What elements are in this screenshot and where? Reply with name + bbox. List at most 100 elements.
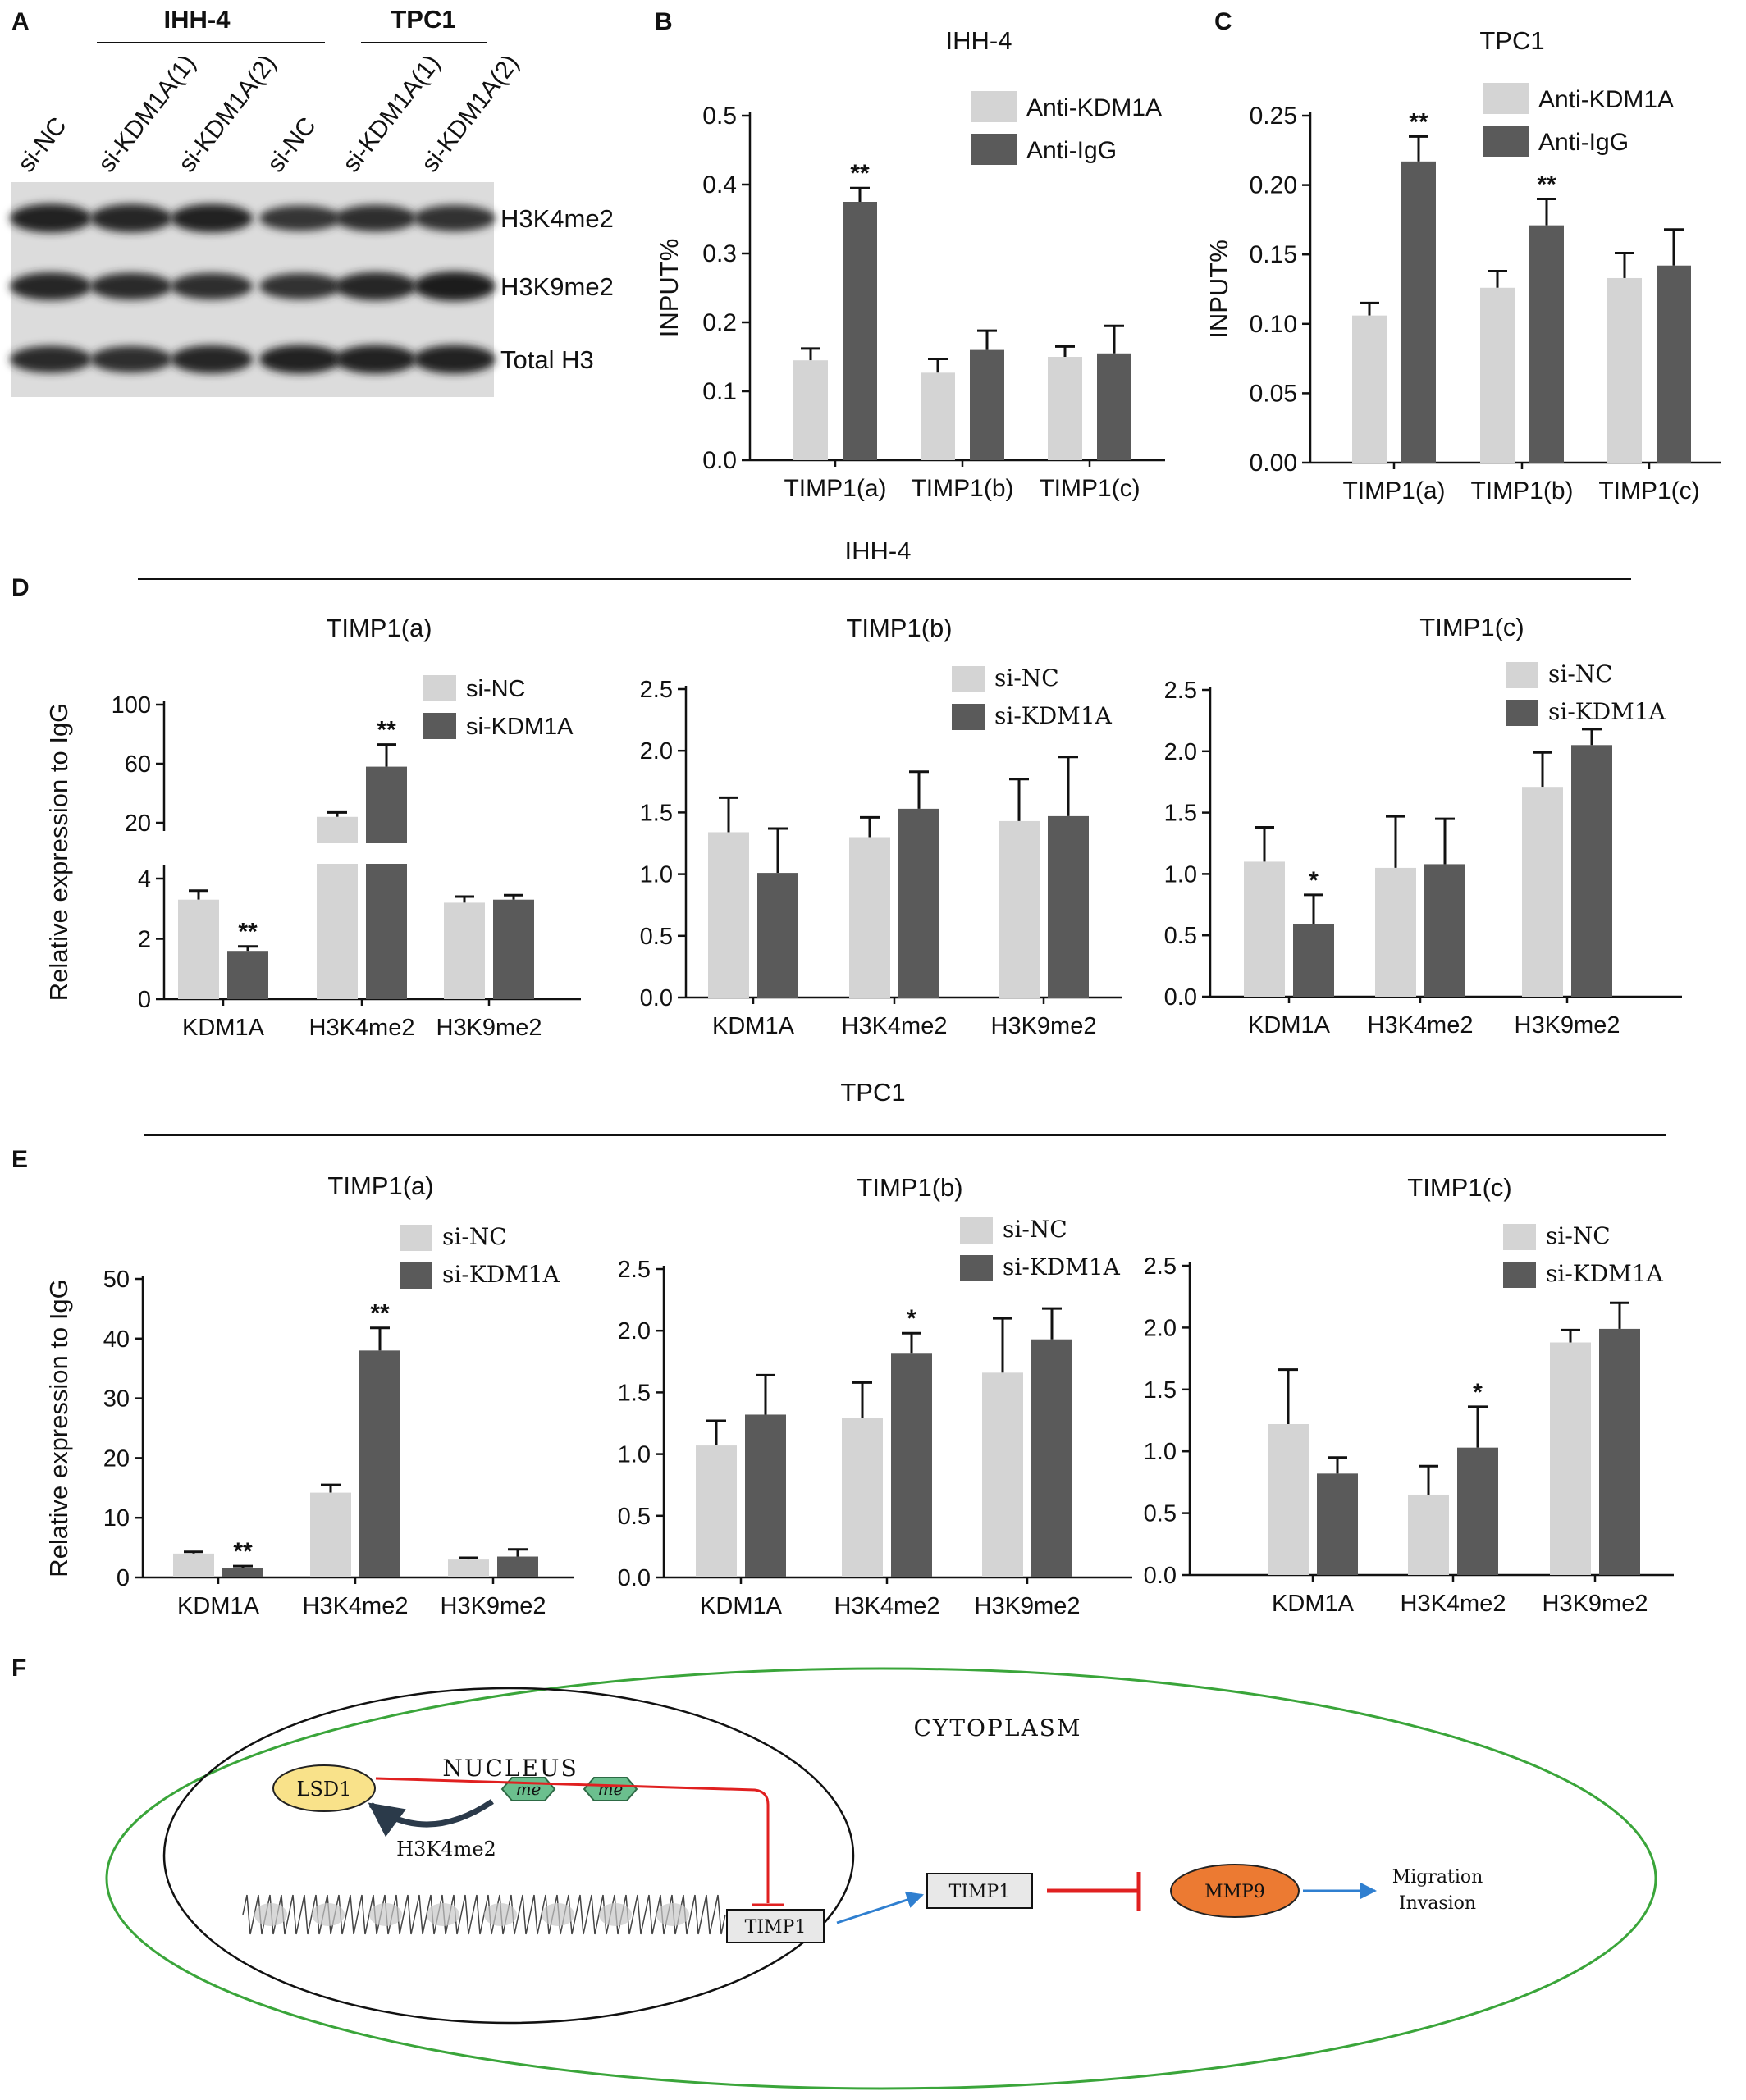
y-axis-label: Relative expression to IgG <box>44 703 73 1002</box>
y-tick-label: 0.5 <box>618 1504 651 1530</box>
lsd1-inhibition-line <box>375 1777 770 1903</box>
x-tick-label: TIMP1(c) <box>1598 477 1699 504</box>
mmp9-label: MMP9 <box>1204 1882 1265 1902</box>
legend-swatch <box>1506 662 1538 688</box>
blot-group-label-ihh4: IHH-4 <box>164 5 231 34</box>
methyl-label-2: me <box>598 1779 624 1799</box>
legend-swatch <box>423 675 456 701</box>
blot-band <box>335 204 417 232</box>
chart-c: TPC1 INPUT% 0.00 0.05 0.10 0.15 0.20 0.25 TIMP1(… <box>1204 26 1721 504</box>
panel-letter-e: E <box>11 1146 28 1173</box>
y-tick-label: 0.5 <box>1144 1501 1177 1527</box>
y-tick-label: 0.05 <box>1250 380 1297 407</box>
bar <box>1571 745 1612 997</box>
blot-band <box>10 272 92 300</box>
legend-swatch <box>1483 126 1529 157</box>
significance-mark: ** <box>377 717 396 744</box>
bar <box>1244 861 1285 997</box>
x-tick-label: H3K4me2 <box>842 1013 948 1039</box>
bar <box>1408 1494 1449 1575</box>
lane-label: si-NC <box>13 112 72 177</box>
blot-band <box>90 345 172 373</box>
bar <box>1401 161 1436 463</box>
bar <box>1550 1342 1591 1575</box>
lane-labels: si-NC si-KDM1A(1)si-KDM1A(2)si-NC si-KDM1A… <box>13 50 525 178</box>
legend-label: si-NC <box>1546 1222 1611 1249</box>
x-tick-label: KDM1A <box>700 1593 783 1619</box>
bar <box>757 873 798 998</box>
chart-b: IHH-4 INPUT% 0.0 0.1 0.2 0.3 0.4 0.5 TIMP1(a) TIM… <box>655 26 1165 502</box>
chart-title: TIMP1(b) <box>846 614 952 642</box>
bar <box>310 1492 351 1577</box>
x-tick-label: H3K9me2 <box>975 1593 1081 1619</box>
y-tick-label: 50 <box>103 1267 130 1293</box>
bar <box>1317 1473 1358 1575</box>
y-tick-label: 2.5 <box>640 677 673 703</box>
timp1-protein-label: TIMP1 <box>949 1882 1011 1902</box>
bar <box>497 1556 538 1577</box>
y-tick-label: 0 <box>117 1565 130 1591</box>
legend-label: si-KDM1A <box>442 1261 560 1288</box>
western-blot-panel: IHH-4 TPC1 si-NC si-KDM1A(1)si-KDM1A(2)si… <box>10 5 614 397</box>
panel-letter-f: F <box>11 1655 26 1682</box>
nucleosome <box>369 1903 402 1926</box>
y-tick-label: 2.5 <box>1164 678 1197 704</box>
significance-mark: ** <box>238 919 258 946</box>
nucleus-ellipse <box>162 1687 855 2025</box>
x-tick-label: H3K4me2 <box>309 1015 415 1041</box>
bar <box>1048 815 1089 998</box>
nucleus-label: NUCLEUS <box>442 1755 578 1782</box>
legend-label: si-NC <box>442 1223 507 1250</box>
lsd1-node <box>272 1764 376 1812</box>
y-tick-label: 1.0 <box>640 862 673 888</box>
x-tick-label: H3K9me2 <box>436 1015 542 1041</box>
legend-label: si-KDM1A <box>466 714 574 740</box>
x-tick-label: TIMP1(a) <box>1342 477 1445 504</box>
chart-title: IHH-4 <box>946 26 1012 55</box>
bar <box>849 837 890 998</box>
nucleosome <box>542 1903 574 1926</box>
x-tick-label: KDM1A <box>177 1593 260 1619</box>
x-tick-label: KDM1A <box>712 1013 795 1039</box>
bar <box>970 349 1004 460</box>
bar-lower <box>317 864 358 999</box>
cytoplasm-label: CYTOPLASM <box>913 1714 1081 1742</box>
cytoplasm-ellipse <box>105 1667 1657 2090</box>
bar <box>1599 1328 1640 1575</box>
significance-mark: ** <box>370 1300 390 1327</box>
legend-swatch <box>1503 1224 1536 1250</box>
legend-swatch <box>952 666 985 692</box>
bar <box>708 832 749 998</box>
legend-swatch <box>400 1262 432 1289</box>
legend-label: Anti-KDM1A <box>1538 86 1674 113</box>
y-tick-label: 1.0 <box>1164 861 1197 888</box>
nucleosome <box>427 1903 459 1926</box>
blot-band <box>90 272 172 300</box>
blot-strips: H3K4me2 H3K9me2 Total H3 <box>10 182 614 397</box>
timp1-gene-box <box>726 1909 825 1943</box>
blot-band <box>259 205 341 231</box>
bar <box>1352 315 1387 463</box>
section-title-e: TPC1 <box>840 1078 905 1107</box>
legend-swatch <box>971 134 1017 165</box>
bar <box>843 202 877 460</box>
legend-label: si-KDM1A <box>1546 1260 1664 1287</box>
mechanism-diagram: CYTOPLASM NUCLEUS LSD1 me me H3K4me2 TIM… <box>105 1667 1657 2090</box>
chart-title: TIMP1(b) <box>857 1173 962 1202</box>
bar <box>1657 265 1691 463</box>
x-tick-label: KDM1A <box>1272 1591 1355 1617</box>
blot-band <box>10 203 92 233</box>
y-tick-label: 10 <box>103 1505 130 1532</box>
chart-d2: TIMP1(b) 0.0 0.5 1.0 1.5 2.0 2.5 KDM1A H3K4me2 H3… <box>640 614 1122 1039</box>
demethylation-arrow <box>368 1799 494 1838</box>
bar <box>448 1559 489 1577</box>
blot-label: H3K4me2 <box>500 204 614 233</box>
y-tick-label: 30 <box>103 1386 130 1413</box>
y-tick-label: 2.5 <box>1144 1253 1177 1280</box>
blot-group-label-tpc1: TPC1 <box>391 5 455 34</box>
y-tick-label: 0.0 <box>1144 1563 1177 1589</box>
bar <box>1424 864 1465 997</box>
lane-label: si-NC <box>263 112 322 177</box>
blot-band <box>171 272 253 300</box>
panel-letter-c: C <box>1214 8 1232 35</box>
